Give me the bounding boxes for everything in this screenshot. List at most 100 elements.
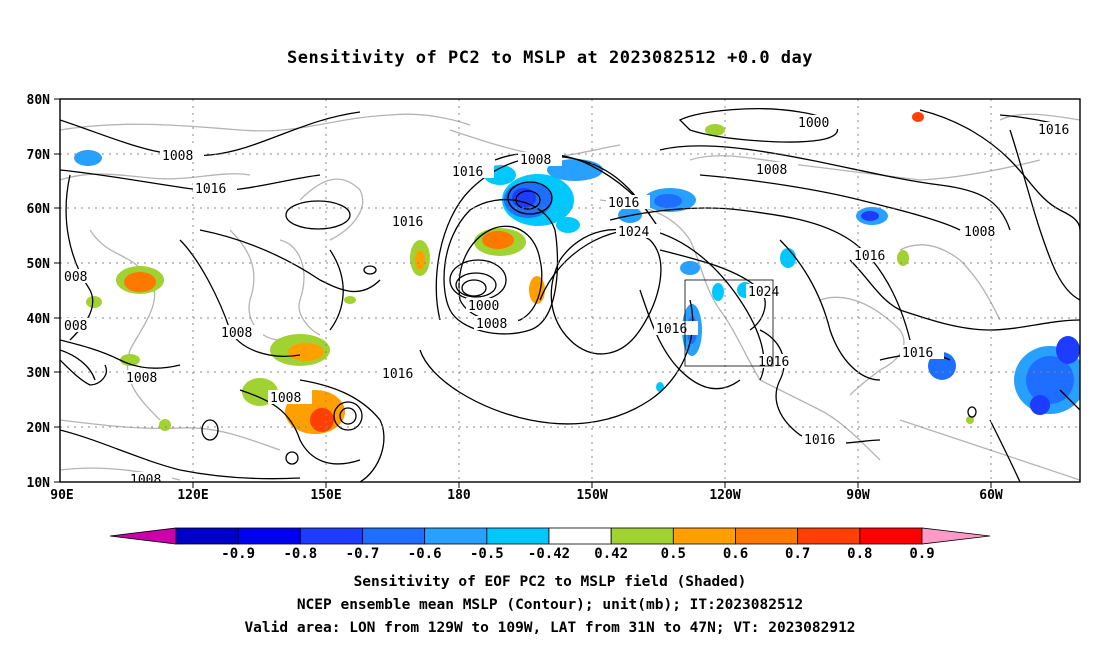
colorbar-swatch	[610, 527, 674, 545]
colorbar-label: 0.7	[785, 546, 810, 562]
shade-blob	[897, 250, 909, 266]
contour-label: 1008	[160, 148, 204, 164]
contour-label: 1024	[746, 284, 790, 300]
contour-label: 1008	[474, 316, 518, 332]
colorbar	[109, 527, 991, 545]
contour-label: 1016	[380, 366, 424, 382]
svg-text:1008: 1008	[126, 371, 157, 386]
svg-text:1008: 1008	[756, 163, 787, 178]
shade-blob	[415, 250, 425, 270]
svg-text:1016: 1016	[804, 433, 835, 448]
contour-label: 1016	[1036, 122, 1080, 138]
colorbar-label: 0.6	[723, 546, 748, 562]
shade-blob	[159, 419, 171, 431]
colorbar-swatch	[672, 527, 736, 545]
lon-label: 150E	[310, 488, 341, 503]
contour-label: 1016	[802, 432, 846, 448]
map-title: Sensitivity of PC2 to MSLP at 2023082512…	[286, 48, 813, 68]
shade-blob	[1056, 336, 1080, 364]
svg-text:1008: 1008	[270, 391, 301, 406]
colorbar-label: 0.8	[847, 546, 872, 562]
lat-label: 50N	[27, 257, 51, 272]
contour-label: 1016	[606, 195, 650, 211]
contour-label: 008	[62, 318, 98, 334]
axis-ticks	[54, 98, 992, 488]
colorbar-swatch	[175, 527, 239, 545]
caption-line-1: Sensitivity of EOF PC2 to MSLP field (Sh…	[353, 574, 747, 590]
contour-label: 1016	[390, 214, 434, 230]
lon-label: 120W	[709, 488, 740, 503]
lat-label: 60N	[27, 202, 51, 217]
colorbar-swatch	[424, 527, 488, 545]
caption-line-2: NCEP ensemble mean MSLP (Contour); unit(…	[296, 597, 804, 613]
svg-text:1008: 1008	[964, 225, 995, 240]
shade-blob	[654, 194, 682, 208]
contour-label: 1016	[852, 248, 896, 264]
longitude-labels: 90E 120E 150E 180 150W 120W 90W 60W	[50, 488, 1003, 503]
contour-label: 1008	[124, 370, 168, 386]
svg-text:1008: 1008	[221, 326, 252, 341]
colorbar-swatch	[797, 527, 861, 545]
svg-text:1016: 1016	[1038, 123, 1069, 138]
colorbar-label: -0.5	[470, 546, 504, 562]
colorbar-label: -0.8	[283, 546, 317, 562]
svg-text:008: 008	[64, 270, 87, 285]
contour-label: 1008	[754, 162, 798, 178]
valid-area-box	[684, 279, 774, 367]
lat-label: 30N	[27, 366, 51, 381]
colorbar-low-arrow	[109, 527, 177, 545]
svg-text:1024: 1024	[748, 285, 779, 300]
shade-blob	[482, 231, 514, 249]
colorbar-label: 0.9	[909, 546, 934, 562]
shade-blob	[310, 408, 334, 432]
shade-blob	[556, 217, 580, 233]
svg-text:1016: 1016	[608, 196, 639, 211]
contour-label: 1016	[450, 164, 494, 180]
svg-text:1008: 1008	[130, 473, 161, 488]
colorbar-label: -0.6	[408, 546, 442, 562]
shade-blob	[124, 272, 156, 292]
lon-label: 90E	[50, 488, 73, 503]
colorbar-swatch	[237, 527, 301, 545]
shade-blob	[344, 296, 356, 304]
lon-label: 120E	[177, 488, 208, 503]
caption-line-3: Valid area: LON from 129W to 109W, LAT f…	[244, 620, 856, 636]
shade-blob	[120, 354, 140, 366]
svg-text:1008: 1008	[476, 317, 507, 332]
lon-label: 180	[447, 488, 471, 503]
colorbar-swatch	[735, 527, 799, 545]
lon-label: 60W	[979, 488, 1003, 503]
contour-label: 008	[62, 269, 98, 285]
colorbar-label: -0.7	[346, 546, 380, 562]
colorbar-swatch	[486, 527, 550, 545]
shade-blob	[712, 283, 724, 301]
shade-blob	[86, 296, 102, 308]
colorbar-labels: -0.9 -0.8 -0.7 -0.6 -0.5 -0.42 0.42 0.5 0.6 0.7 0.…	[221, 546, 934, 562]
colorbar-label: -0.42	[528, 546, 570, 562]
lon-label: 90W	[846, 488, 870, 503]
svg-text:1024: 1024	[618, 225, 649, 240]
lat-label: 10N	[27, 476, 51, 491]
shade-blob	[512, 188, 536, 208]
contour-label: 1008	[128, 472, 172, 488]
colorbar-label: 0.5	[661, 546, 686, 562]
shade-blob	[966, 416, 974, 424]
colorbar-label: -0.9	[221, 546, 255, 562]
lat-label: 70N	[27, 148, 51, 163]
contour-label: 1016	[900, 345, 944, 361]
contour-label: 1000	[466, 298, 510, 314]
contour-labels: 1008 1016 008 008 1008 1008 1008 1008 10…	[62, 115, 1080, 488]
colorbar-swatch	[859, 527, 923, 545]
shade-blob	[680, 261, 700, 275]
contour-label: 1016	[654, 321, 698, 337]
lat-label: 20N	[27, 421, 51, 436]
contour-label: 1008	[219, 325, 263, 341]
svg-text:1016: 1016	[392, 215, 423, 230]
svg-text:1016: 1016	[382, 367, 413, 382]
colorbar-swatch	[548, 527, 612, 545]
contour-label: 1008	[268, 390, 312, 406]
svg-text:1016: 1016	[854, 249, 885, 264]
shade-blob	[780, 248, 796, 268]
lat-label: 80N	[27, 93, 51, 108]
